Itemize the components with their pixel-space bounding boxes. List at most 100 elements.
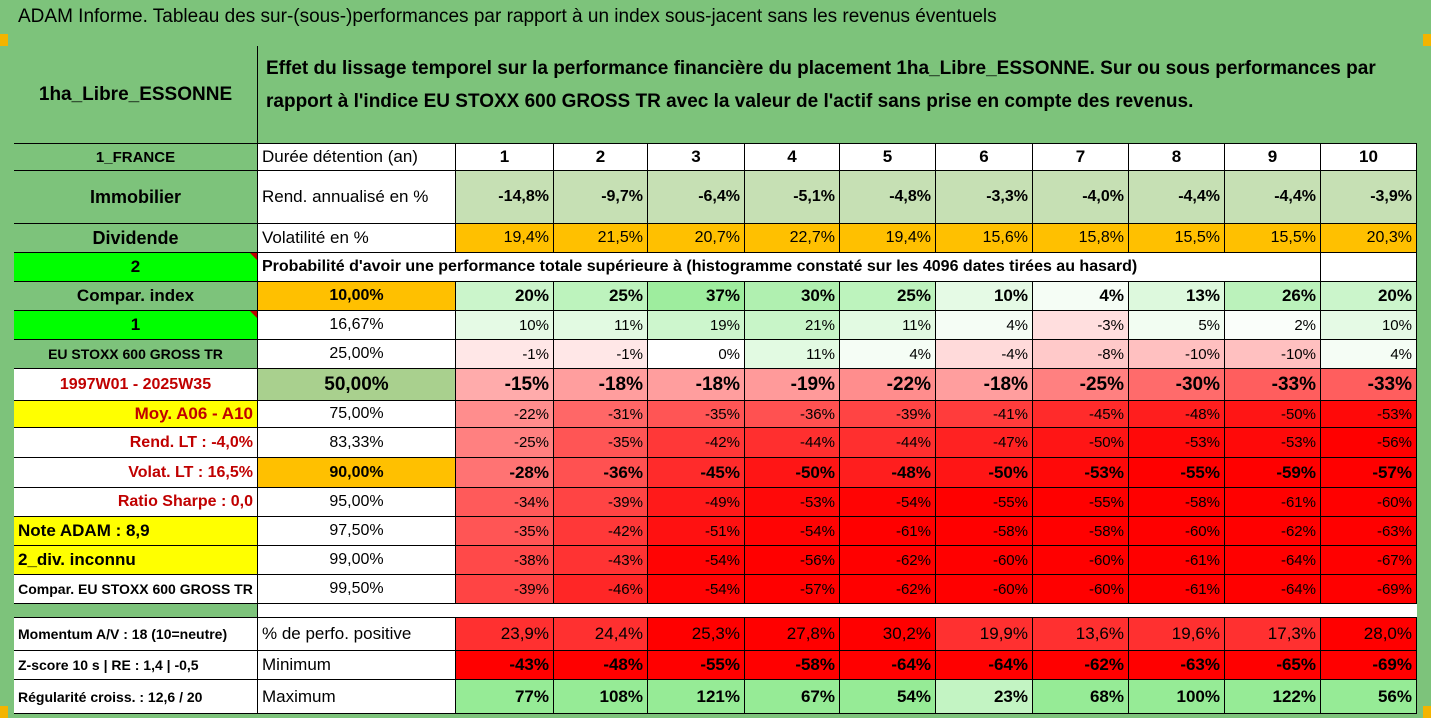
left-label-q10-text: Compar. EU STOXX 600 GROSS TR bbox=[18, 581, 253, 597]
quantile-value: -53% bbox=[1129, 428, 1225, 458]
quantile-value: 21% bbox=[745, 311, 840, 340]
rend-value-text: -3,9% bbox=[1370, 188, 1412, 205]
quantile-value: -25% bbox=[1033, 369, 1129, 401]
quantile-value-text: 19% bbox=[709, 316, 740, 334]
quantile-value-text: -53% bbox=[1280, 434, 1316, 451]
quantile-value-text: 26% bbox=[1281, 286, 1316, 305]
quantile-value-text: -45% bbox=[1088, 405, 1124, 423]
quantile-value-text: -18% bbox=[598, 373, 643, 395]
minimum-value: -62% bbox=[1033, 651, 1129, 680]
quantile-value: -41% bbox=[936, 401, 1033, 428]
quantile-value-text: -25% bbox=[513, 434, 549, 451]
quantile-value: -60% bbox=[1033, 575, 1129, 604]
quantile-label: 97,50% bbox=[258, 517, 456, 546]
rend-value-text: -4,0% bbox=[1082, 188, 1124, 205]
maximum-value: 68% bbox=[1033, 680, 1129, 714]
quantile-value: 19% bbox=[648, 311, 745, 340]
minimum-value-text: -43% bbox=[509, 655, 549, 674]
quantile-value-text: -42% bbox=[607, 522, 643, 540]
left-label-q8: Note ADAM : 8,9 bbox=[14, 517, 258, 546]
quantile-value: -60% bbox=[936, 546, 1033, 575]
quantile-value-text: -61% bbox=[1184, 551, 1220, 569]
proba-blank-10 bbox=[1321, 253, 1417, 282]
performance-sheet: 1ha_Libre_ESSONNE Effet du lissage tempo… bbox=[14, 46, 1417, 714]
quantile-value-text: 11% bbox=[806, 345, 835, 363]
left-label-perf: Momentum A/V : 18 (10=neutre) bbox=[14, 618, 258, 651]
quantile-value-text: 2% bbox=[1294, 316, 1316, 334]
quantile-value-text: -64% bbox=[1280, 551, 1316, 569]
quantile-value-text: -18% bbox=[695, 373, 740, 395]
quantile-label: 75,00% bbox=[258, 401, 456, 428]
corner-marker bbox=[0, 706, 8, 718]
quantile-value: 4% bbox=[1033, 282, 1129, 311]
quantile-value-text: -44% bbox=[895, 434, 931, 451]
left-label-q2: EU STOXX 600 GROSS TR bbox=[14, 340, 258, 369]
quantile-label-text: 95,00% bbox=[329, 493, 384, 510]
quantile-label-text: 25,00% bbox=[329, 345, 384, 362]
quantile-label: 25,00% bbox=[258, 340, 456, 369]
quantile-value-text: -58% bbox=[1184, 493, 1220, 511]
left-label-q3: 1997W01 - 2025W35 bbox=[14, 369, 258, 401]
minimum-value: -58% bbox=[745, 651, 840, 680]
year-header: 6 bbox=[936, 144, 1033, 171]
left-label-duree: 1_FRANCE bbox=[14, 144, 258, 171]
quantile-value-text: -53% bbox=[799, 493, 835, 511]
year-header-text: 2 bbox=[595, 147, 606, 166]
quantile-value: -22% bbox=[456, 401, 554, 428]
volat-value-text: 20,3% bbox=[1366, 229, 1412, 246]
perf-pos-value-text: 23,9% bbox=[500, 624, 549, 643]
quantile-value-text: -47% bbox=[992, 434, 1028, 451]
left-label-q5: Rend. LT : -4,0% bbox=[14, 428, 258, 458]
quantile-value-text: -50% bbox=[988, 462, 1028, 482]
quantile-value-text: -58% bbox=[992, 522, 1028, 540]
quantile-value: -42% bbox=[648, 428, 745, 458]
quantile-value: -48% bbox=[840, 458, 936, 488]
quantile-value: -33% bbox=[1321, 369, 1417, 401]
quantile-value-text: -19% bbox=[790, 373, 835, 395]
quantile-value-text: -60% bbox=[992, 551, 1028, 569]
row-label-perf-pos: % de perfo. positive bbox=[258, 618, 456, 651]
quantile-value: -34% bbox=[456, 488, 554, 517]
quantile-value: -39% bbox=[456, 575, 554, 604]
quantile-value: -47% bbox=[936, 428, 1033, 458]
quantile-value: -43% bbox=[554, 546, 648, 575]
volat-value-text: 15,6% bbox=[982, 229, 1028, 246]
quantile-value-text: -35% bbox=[513, 522, 549, 540]
rend-value: -4,8% bbox=[840, 171, 936, 224]
quantile-label: 99,00% bbox=[258, 546, 456, 575]
left-label-q1: 1 bbox=[14, 311, 258, 340]
left-label-volat: Dividende bbox=[14, 224, 258, 253]
quantile-value: -38% bbox=[456, 546, 554, 575]
quantile-label: 16,67% bbox=[258, 311, 456, 340]
quantile-value: 5% bbox=[1129, 311, 1225, 340]
maximum-value-text: 67% bbox=[800, 686, 835, 706]
quantile-value-text: 10% bbox=[1381, 316, 1412, 334]
row-label-minimum-text: Minimum bbox=[262, 655, 331, 674]
quantile-value-text: 20% bbox=[514, 286, 549, 305]
quantile-value: -48% bbox=[1129, 401, 1225, 428]
quantile-value-text: -64% bbox=[1280, 580, 1316, 598]
quantile-value: -58% bbox=[1129, 488, 1225, 517]
quantile-value-text: -59% bbox=[1276, 462, 1316, 482]
volat-value: 21,5% bbox=[554, 224, 648, 253]
quantile-value-text: -61% bbox=[895, 522, 931, 540]
maximum-value-text: 100% bbox=[1176, 686, 1220, 706]
quantile-value-text: -50% bbox=[1088, 434, 1124, 451]
perf-pos-value: 24,4% bbox=[554, 618, 648, 651]
quantile-value-text: -49% bbox=[704, 493, 740, 511]
volat-value-text: 20,7% bbox=[694, 229, 740, 246]
row-label-proba-text: Probabilité d'avoir une performance tota… bbox=[262, 258, 1138, 275]
fund-name: 1ha_Libre_ESSONNE bbox=[14, 46, 258, 144]
quantile-value: 10% bbox=[456, 311, 554, 340]
left-label-q9-text: 2_div. inconnu bbox=[18, 550, 136, 569]
volat-value: 19,4% bbox=[456, 224, 554, 253]
volat-value-text: 15,5% bbox=[1270, 229, 1316, 246]
quantile-value-text: -69% bbox=[1376, 580, 1412, 598]
quantile-value-text: 20% bbox=[1377, 286, 1412, 305]
minimum-value-text: -58% bbox=[795, 655, 835, 674]
minimum-value-text: -63% bbox=[1180, 655, 1220, 674]
quantile-value: -62% bbox=[1225, 517, 1321, 546]
rend-value-text: -4,8% bbox=[889, 188, 931, 205]
quantile-value-text: -39% bbox=[607, 493, 643, 511]
quantile-value: 25% bbox=[554, 282, 648, 311]
